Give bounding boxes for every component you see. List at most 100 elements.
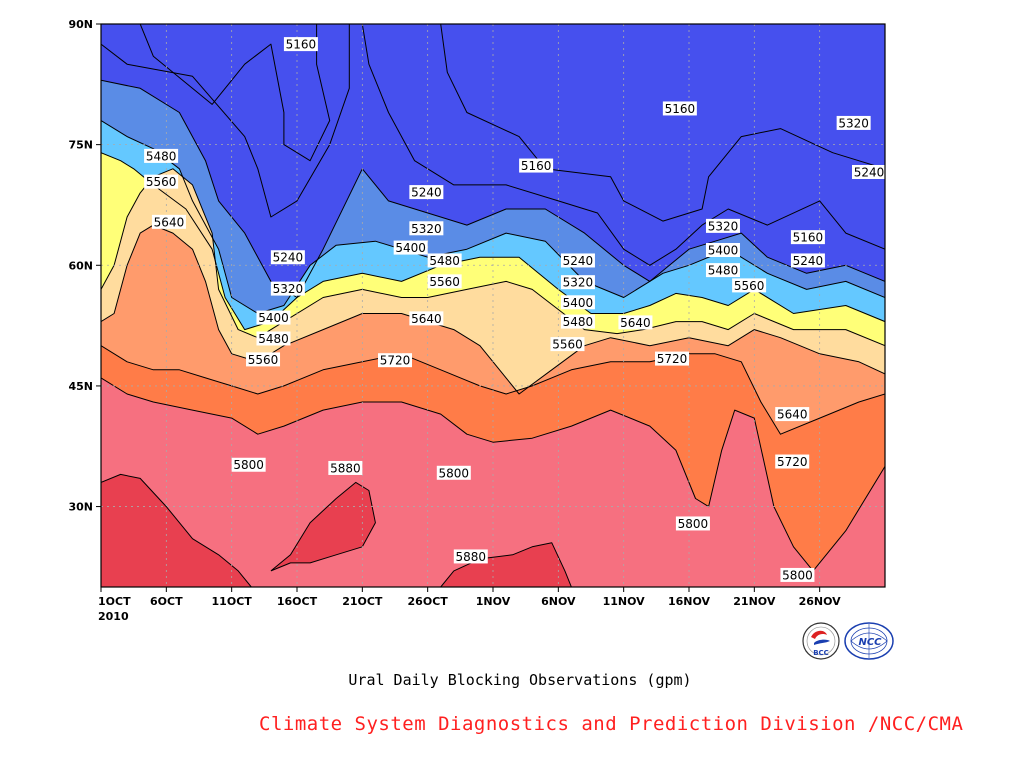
contour-label-box-30 [618,315,653,330]
contour-label-10: 5320 [411,222,442,236]
contour-label-15: 5400 [395,241,426,255]
contour-fill-5880-11 [101,474,885,587]
x-tick-label-5: 26OCT [408,595,449,608]
contour-label-box-36 [436,465,471,480]
contour-line-5880-13 [440,542,572,587]
contour-label-14: 5400 [258,311,289,325]
contour-label-box-38 [780,567,815,582]
contour-label-box-11 [560,275,595,290]
x-axis-ticks: 1OCT 6OCT 11OCT 16OCT 21OCT 26OCT 1NOV 6NOV 11NO… [98,587,841,608]
y-tick-label-0: 90N [68,18,93,31]
contour-label-29: 5640 [411,312,442,326]
contour-label-34: 5720 [777,455,808,469]
contour-label-13: 5320 [838,116,869,130]
contour-label-2: 5160 [665,102,696,116]
contour-label-box-19 [256,331,291,346]
x-tick-label-8: 11NOV [603,595,646,608]
contour-label-30: 5640 [620,316,651,330]
contour-line-5160-0 [139,24,331,162]
y-tick-label-4: 30N [68,501,93,514]
contour-label-box-14 [256,310,291,325]
contour-label-12: 5320 [708,219,739,233]
contour-label-box-16 [560,295,595,310]
contour-label-9: 5320 [273,282,304,296]
contour-label-box-31 [775,407,810,422]
contour-label-19: 5480 [258,332,289,346]
contour-label-box-17 [705,243,740,258]
contour-label-box-1 [519,158,554,173]
y-tick-label-2: 60N [68,259,93,272]
contour-label-22: 5480 [708,264,739,278]
x-tick-label-4: 21OCT [342,595,383,608]
contour-label-33: 5720 [657,352,688,366]
contour-line-5240-3 [361,24,885,266]
contour-label-box-9 [270,281,305,296]
plot-area: 5160 5160 5160 5160 5240 5240 5240 5240 5240 5320… [100,23,886,588]
contour-label-11: 5320 [563,276,594,290]
contour-label-box-29 [409,311,444,326]
contour-fill-5880-12 [270,482,376,571]
contour-line-5800-10 [101,377,885,572]
ncc-logo: NCC [844,622,894,660]
contour-label-box-40 [453,549,488,564]
contour-label-box-3 [790,230,825,245]
contour-label-box-24 [246,352,281,367]
contour-label-box-28 [151,214,186,229]
contour-line-5240-2 [101,24,350,218]
contour-label-box-27 [732,278,767,293]
bcc-logo: BCC [802,622,840,660]
x-tick-label-1: 6OCT [150,595,183,608]
contour-label-box-7 [790,253,825,268]
contour-label-25: 5560 [429,275,460,289]
contour-line-5880-11 [101,473,252,587]
y-tick-label-1: 75N [68,139,93,152]
contour-label-37: 5800 [678,517,709,531]
contour-label-box-33 [655,351,690,366]
x-tick-label-2: 11OCT [212,595,253,608]
contour-line-5160-1 [440,24,885,222]
y-axis-ticks: 90N 75N 60N 45N 30N [68,18,101,514]
contour-label-box-26 [550,337,585,352]
contour-label-38: 5800 [782,568,813,582]
contour-label-17: 5400 [708,244,739,258]
contour-label-box-35 [231,457,266,472]
x-tick-label-7: 6NOV [541,595,576,608]
y-tick-label-3: 45N [68,380,93,393]
contour-label-box-20 [427,253,462,268]
contour-label-box-8 [852,164,886,179]
contour-label-box-23 [144,174,179,189]
contour-label-box-4 [270,250,305,265]
bcc-logo-text: BCC [813,649,829,657]
contour-label-39: 5880 [330,461,361,475]
contour-label-27: 5560 [734,279,765,293]
contour-label-box-32 [378,353,412,368]
contour-line-5560-7 [101,168,885,347]
contour-label-16: 5400 [563,296,594,310]
contour-label-1: 5160 [521,159,552,173]
contour-label-0: 5160 [286,38,317,52]
contour-line-5320-4 [101,79,885,298]
contour-label-box-15 [393,240,428,255]
contour-label-36: 5800 [439,466,470,480]
contour-label-box-10 [409,221,444,236]
contour-label-40: 5880 [456,550,487,564]
ncc-logo-text: NCC [858,637,882,648]
x-tick-label-10: 21NOV [733,595,776,608]
x-tick-label-0: 1OCT [98,595,131,608]
contour-label-26: 5560 [552,338,583,352]
contour-label-box-39 [328,460,363,475]
contour-labels: 5160 5160 5160 5160 5240 5240 5240 5240 5240 5320… [144,37,886,582]
contour-label-box-0 [283,37,318,52]
contour-label-box-6 [560,253,595,268]
contour-label-box-13 [836,115,871,130]
contour-label-box-5 [409,185,444,200]
contour-label-6: 5240 [563,254,594,268]
chart-title: Ural Daily Blocking Observations (gpm) [348,671,692,689]
contour-label-box-22 [705,263,740,278]
credit-line: Climate System Diagnostics and Predictio… [259,713,964,735]
contour-label-box-34 [775,454,810,469]
contour-label-box-12 [705,218,740,233]
contour-label-7: 5240 [793,254,824,268]
contour-label-box-18 [144,148,179,163]
